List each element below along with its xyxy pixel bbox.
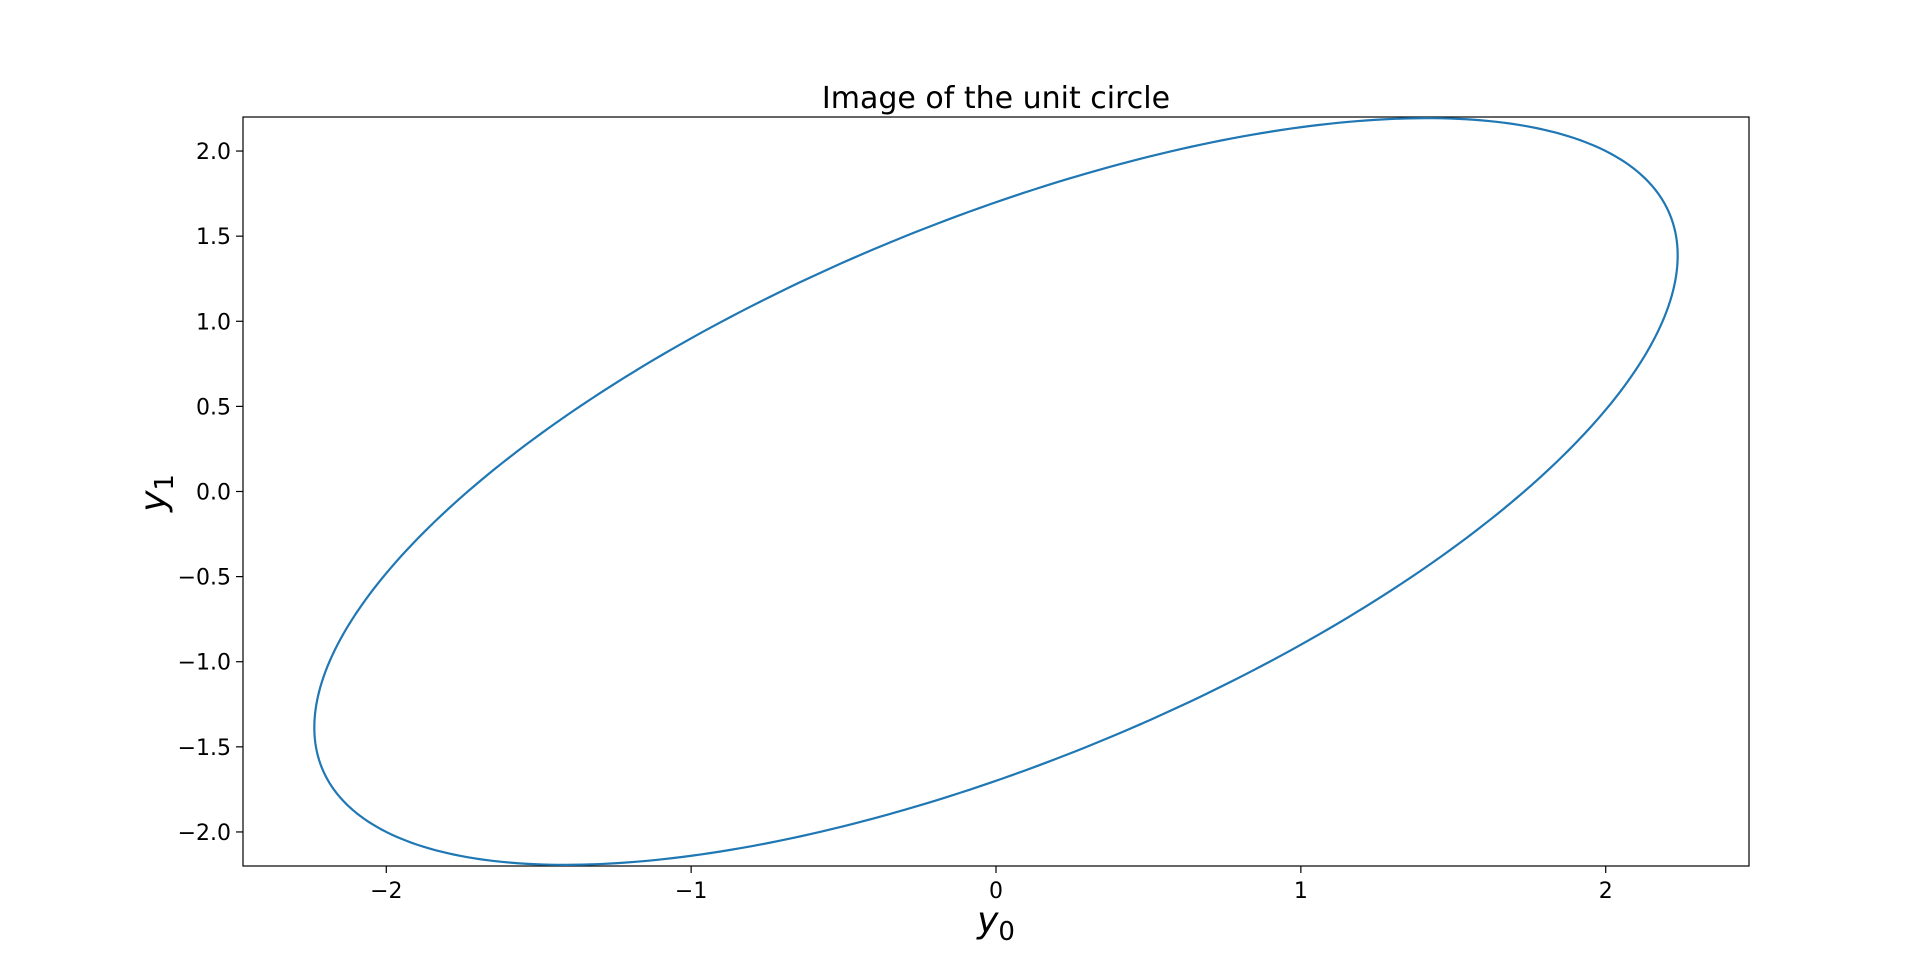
y-tick-label: 0.0 [196, 481, 231, 506]
y-axis-label-base: y [133, 490, 174, 513]
x-tick-label: −1 [675, 879, 707, 904]
y-tick-label: 1.0 [196, 310, 231, 335]
chart-title: Image of the unit circle [822, 81, 1170, 116]
x-axis-label: y0 [976, 900, 1015, 947]
y-tick-label: −1.0 [178, 651, 231, 676]
x-tick-label: 0 [989, 879, 1003, 904]
x-axis-ticks: −2 −1 0 1 2 [370, 866, 1613, 904]
x-axis-label-base: y [976, 900, 999, 941]
x-tick-label: −2 [370, 879, 402, 904]
y-axis-label: y1 [133, 474, 180, 513]
y-tick-label: 0.5 [196, 395, 231, 420]
y-axis-ticks: 2.0 1.5 1.0 0.5 0.0 −0.5 −1.0 −1.5 −2.0 [178, 140, 243, 846]
y-tick-label: −1.5 [178, 736, 231, 761]
series-line-ellipse [313, 117, 1679, 866]
x-tick-label: 2 [1599, 879, 1613, 904]
y-tick-label: 1.5 [196, 225, 231, 250]
y-tick-label: −2.0 [178, 821, 231, 846]
x-tick-label: 1 [1294, 879, 1308, 904]
y-tick-label: −0.5 [178, 566, 231, 591]
y-axis-label-subscript: 1 [150, 474, 180, 491]
x-axis-label-subscript: 0 [998, 917, 1015, 947]
y-tick-label: 2.0 [196, 140, 231, 165]
